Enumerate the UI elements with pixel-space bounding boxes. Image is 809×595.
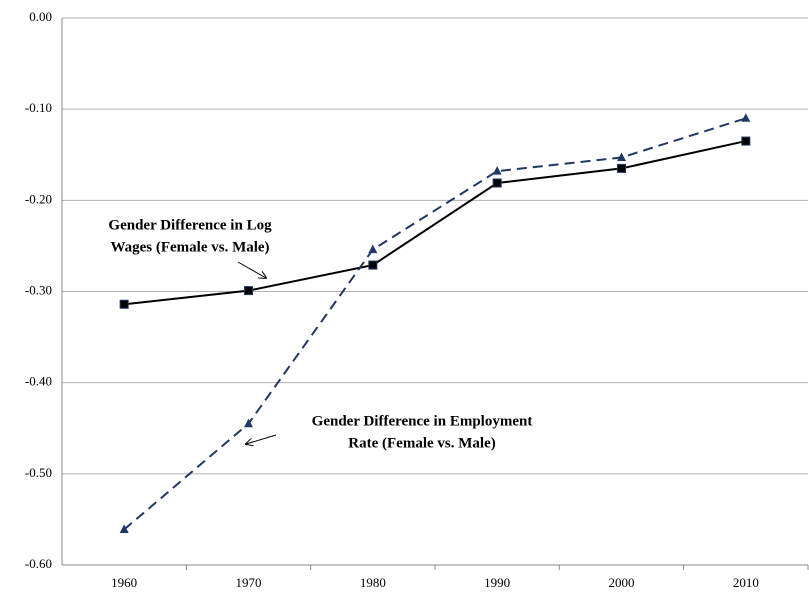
x-tick-label: 1970 xyxy=(236,575,262,590)
y-tick-label: -0.50 xyxy=(25,465,52,480)
y-tick-label: -0.20 xyxy=(25,191,52,206)
x-tick-label: 1980 xyxy=(360,575,386,590)
marker xyxy=(741,113,751,122)
line xyxy=(124,140,747,306)
y-tick-label: -0.30 xyxy=(25,282,52,297)
y-tick-label: 0.00 xyxy=(29,9,52,24)
y-tick-label: -0.60 xyxy=(25,556,52,571)
marker xyxy=(244,418,253,428)
annotation: Rate (Female vs. Male) xyxy=(348,435,495,451)
annotation: Wages (Female vs. Male) xyxy=(110,239,269,255)
marker xyxy=(119,299,129,309)
x-tick-label: 2000 xyxy=(609,575,635,590)
x-tick-label: 2010 xyxy=(733,575,759,590)
marker xyxy=(368,244,378,254)
annotation: Gender Difference in Log xyxy=(108,217,272,233)
marker xyxy=(492,178,502,188)
annotation-arrow xyxy=(246,434,277,444)
annotation: Gender Difference in Employment xyxy=(312,413,533,429)
marker xyxy=(741,136,751,146)
x-tick-label: 1990 xyxy=(484,575,510,590)
annotation-arrow xyxy=(237,261,266,278)
marker xyxy=(368,260,378,270)
marker xyxy=(244,286,253,296)
x-tick-label: 1960 xyxy=(111,575,137,590)
y-tick-label: -0.10 xyxy=(25,100,52,115)
y-tick-label: -0.40 xyxy=(25,374,52,389)
line xyxy=(123,117,747,531)
marker xyxy=(492,166,502,175)
marker xyxy=(617,163,626,173)
marker xyxy=(119,524,129,533)
marker xyxy=(617,152,626,161)
